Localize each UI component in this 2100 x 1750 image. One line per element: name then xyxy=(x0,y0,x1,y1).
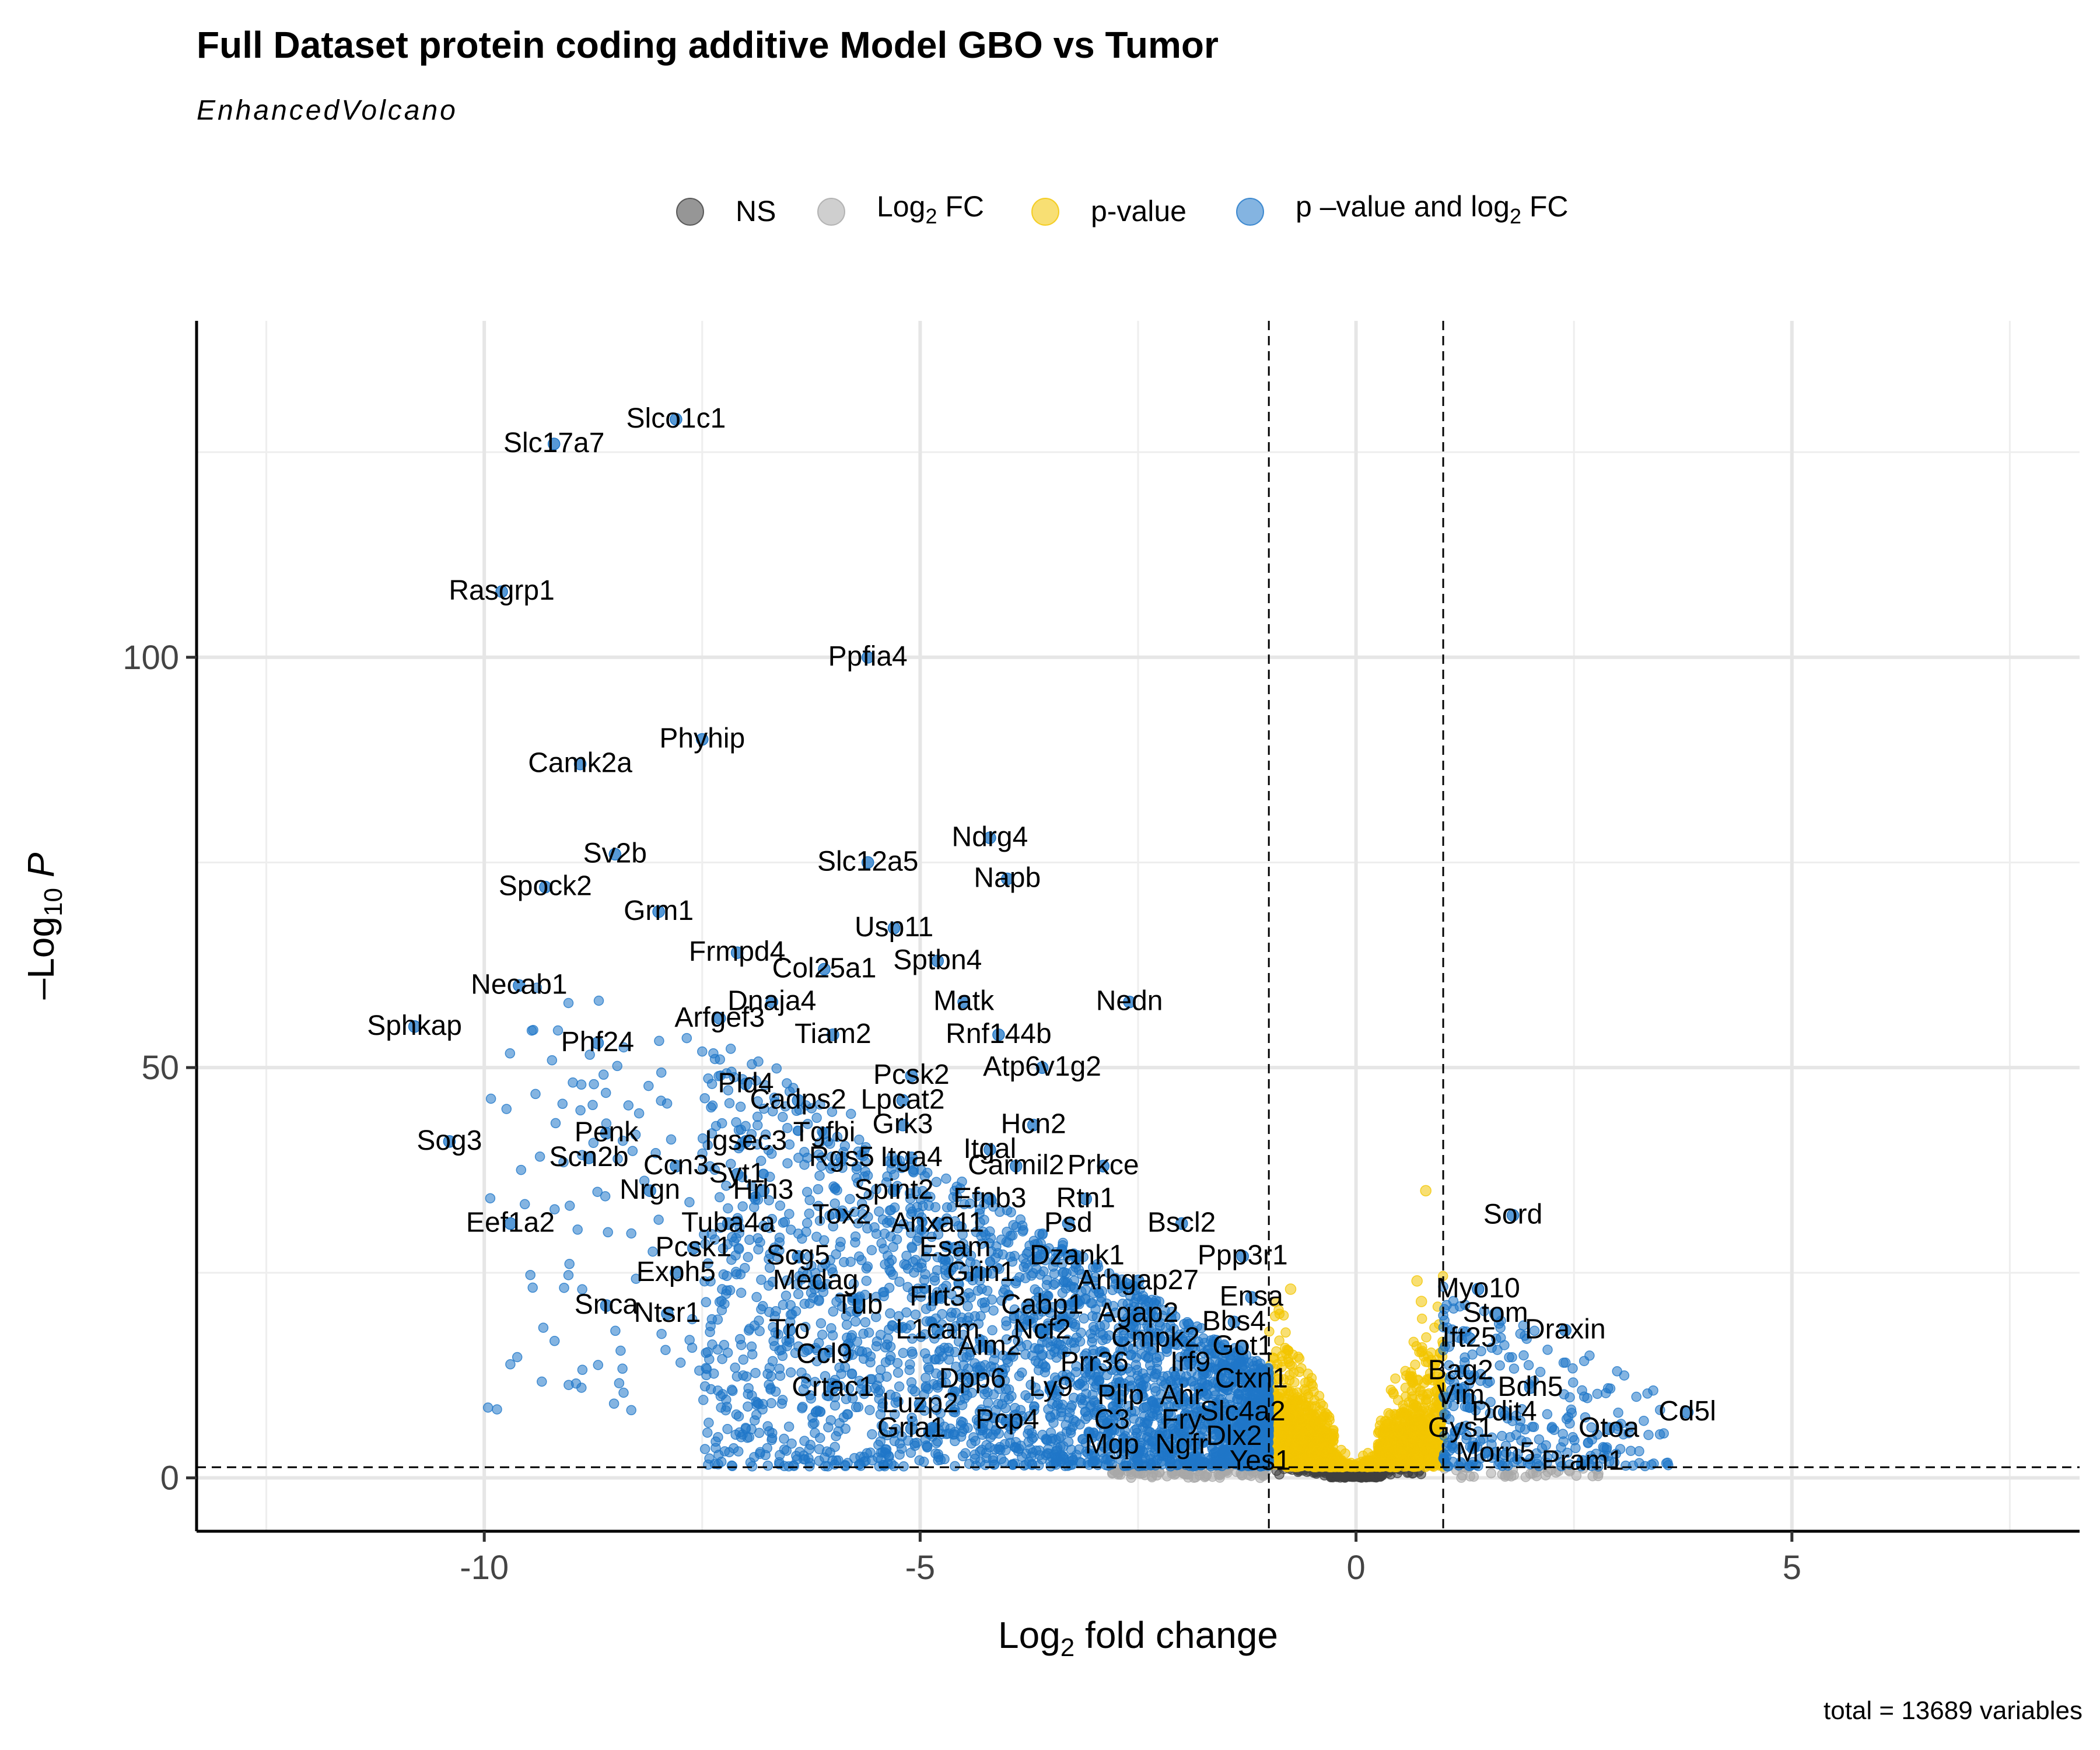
point-pvalue xyxy=(1315,1457,1326,1468)
point-pvalue-and-log2fc xyxy=(750,1367,761,1378)
point-pvalue xyxy=(1327,1448,1338,1459)
point-pvalue-and-log2fc xyxy=(714,1192,725,1203)
point-pvalue xyxy=(1285,1398,1296,1409)
point-pvalue-and-log2fc xyxy=(726,1460,737,1471)
point-pvalue xyxy=(1390,1373,1401,1384)
point-pvalue xyxy=(1411,1275,1423,1287)
point-pvalue-and-log2fc xyxy=(783,1421,794,1432)
point-pvalue-and-log2fc xyxy=(743,1401,753,1412)
point-pvalue xyxy=(1416,1347,1427,1357)
point-log2fc xyxy=(1161,1471,1172,1482)
point-pvalue-and-log2fc xyxy=(841,1320,852,1330)
point-log2fc xyxy=(1520,1472,1531,1482)
point-pvalue xyxy=(1395,1435,1405,1446)
point-ns xyxy=(1338,1472,1349,1482)
point-pvalue-and-log2fc xyxy=(702,1427,713,1438)
point-pvalue xyxy=(1416,1313,1427,1324)
point-pvalue xyxy=(1405,1412,1415,1423)
point-pvalue xyxy=(1422,1390,1433,1400)
point-pvalue-and-log2fc xyxy=(704,1418,714,1428)
point-pvalue-and-log2fc xyxy=(701,1297,712,1308)
point-log2fc xyxy=(1147,1472,1157,1483)
point-pvalue xyxy=(1399,1453,1410,1464)
point-pvalue xyxy=(1317,1430,1328,1441)
point-pvalue xyxy=(1375,1438,1386,1449)
point-pvalue xyxy=(1328,1426,1338,1437)
point-pvalue-and-log2fc xyxy=(732,1371,743,1382)
point-pvalue xyxy=(1288,1388,1299,1399)
point-pvalue xyxy=(1410,1401,1421,1412)
point-pvalue-and-log2fc xyxy=(724,1098,735,1108)
point-pvalue-and-log2fc xyxy=(726,1384,737,1395)
point-pvalue xyxy=(1415,1296,1427,1307)
point-pvalue-and-log2fc xyxy=(699,1444,710,1454)
point-log2fc xyxy=(1207,1471,1218,1482)
point-pvalue-and-log2fc xyxy=(764,1380,774,1390)
point-pvalue xyxy=(1406,1371,1418,1381)
point-pvalue-and-log2fc xyxy=(814,1444,825,1454)
point-pvalue xyxy=(1379,1460,1390,1471)
point-pvalue xyxy=(1373,1448,1384,1458)
point-pvalue xyxy=(1386,1444,1396,1455)
point-pvalue-and-log2fc xyxy=(801,1227,811,1237)
point-pvalue xyxy=(1307,1421,1318,1432)
point-pvalue-and-log2fc xyxy=(736,1287,747,1298)
point-pvalue-and-log2fc xyxy=(786,1224,796,1235)
point-pvalue xyxy=(1294,1432,1304,1443)
point-pvalue xyxy=(1318,1401,1328,1411)
point-pvalue xyxy=(1285,1412,1296,1423)
point-log2fc xyxy=(1468,1471,1479,1482)
point-pvalue xyxy=(1294,1367,1305,1377)
point-pvalue xyxy=(1420,1185,1432,1196)
point-pvalue-and-log2fc xyxy=(941,1173,951,1184)
point-pvalue-and-log2fc xyxy=(885,1308,895,1319)
point-pvalue xyxy=(1306,1401,1317,1412)
point-log2fc xyxy=(1486,1468,1496,1479)
point-pvalue xyxy=(1284,1283,1297,1295)
point-pvalue xyxy=(1278,1310,1289,1321)
point-pvalue-and-log2fc xyxy=(697,1046,708,1057)
point-pvalue-and-log2fc xyxy=(705,1321,716,1331)
point-pvalue-and-log2fc xyxy=(743,1252,754,1262)
point-pvalue xyxy=(1274,1335,1284,1346)
point-pvalue xyxy=(1308,1386,1319,1397)
point-pvalue-and-log2fc xyxy=(923,1362,934,1373)
point-pvalue xyxy=(1408,1336,1419,1348)
point-pvalue-and-log2fc xyxy=(782,1158,793,1168)
point-pvalue xyxy=(1403,1430,1414,1441)
point-pvalue xyxy=(1398,1400,1409,1410)
point-pvalue xyxy=(1280,1327,1291,1338)
point-pvalue xyxy=(1303,1376,1314,1387)
point-pvalue-and-log2fc xyxy=(861,1275,872,1286)
point-pvalue xyxy=(1380,1424,1391,1435)
point-pvalue-and-log2fc xyxy=(699,1093,710,1104)
point-pvalue-and-log2fc xyxy=(762,1460,774,1471)
point-log2fc xyxy=(1503,1470,1514,1481)
point-pvalue xyxy=(1426,1450,1437,1461)
point-pvalue xyxy=(1406,1446,1418,1456)
point-pvalue-and-log2fc xyxy=(815,1433,825,1443)
point-pvalue xyxy=(1421,1332,1432,1343)
